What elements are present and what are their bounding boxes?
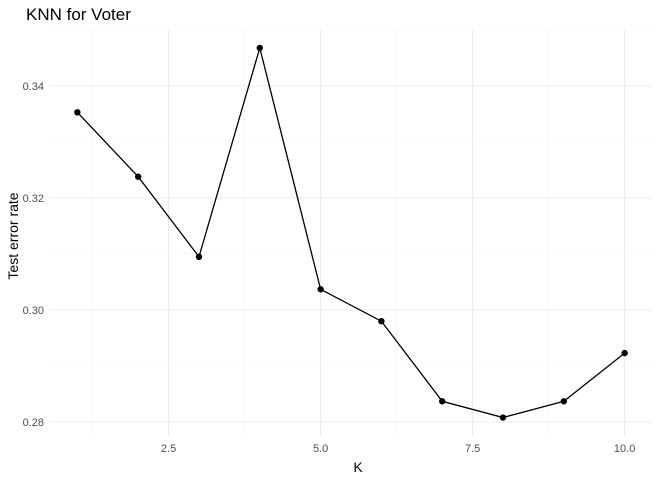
x-tick-label: 2.5: [161, 443, 176, 455]
series-layer: [74, 44, 628, 421]
y-tick-label: 0.34: [23, 81, 44, 93]
x-axis-title: K: [353, 459, 363, 475]
series-line: [76, 45, 626, 419]
data-point: [499, 414, 507, 421]
data-point: [317, 286, 324, 293]
data-point: [256, 44, 263, 52]
y-axis-ticks: 0.28 0.30 0.32 0.34: [23, 81, 44, 429]
x-axis-ticks: 2.5 5.0 7.5 10.0: [161, 443, 635, 455]
y-tick-label: 0.28: [23, 417, 44, 429]
data-point: [621, 349, 628, 357]
y-tick-label: 0.30: [23, 305, 44, 317]
data-point: [195, 253, 203, 260]
grid-lines: [50, 29, 652, 436]
data-point: [134, 173, 142, 180]
data-point: [74, 109, 81, 116]
data-point: [560, 398, 568, 405]
y-axis-title: Test error rate: [5, 192, 21, 279]
x-tick-label: 10.0: [614, 443, 635, 455]
chart-title: KNN for Voter: [26, 5, 131, 24]
data-point: [439, 398, 446, 405]
data-point: [378, 318, 385, 325]
x-tick-label: 7.5: [465, 443, 480, 455]
x-tick-label: 5.0: [313, 443, 328, 455]
y-tick-label: 0.32: [23, 193, 44, 205]
